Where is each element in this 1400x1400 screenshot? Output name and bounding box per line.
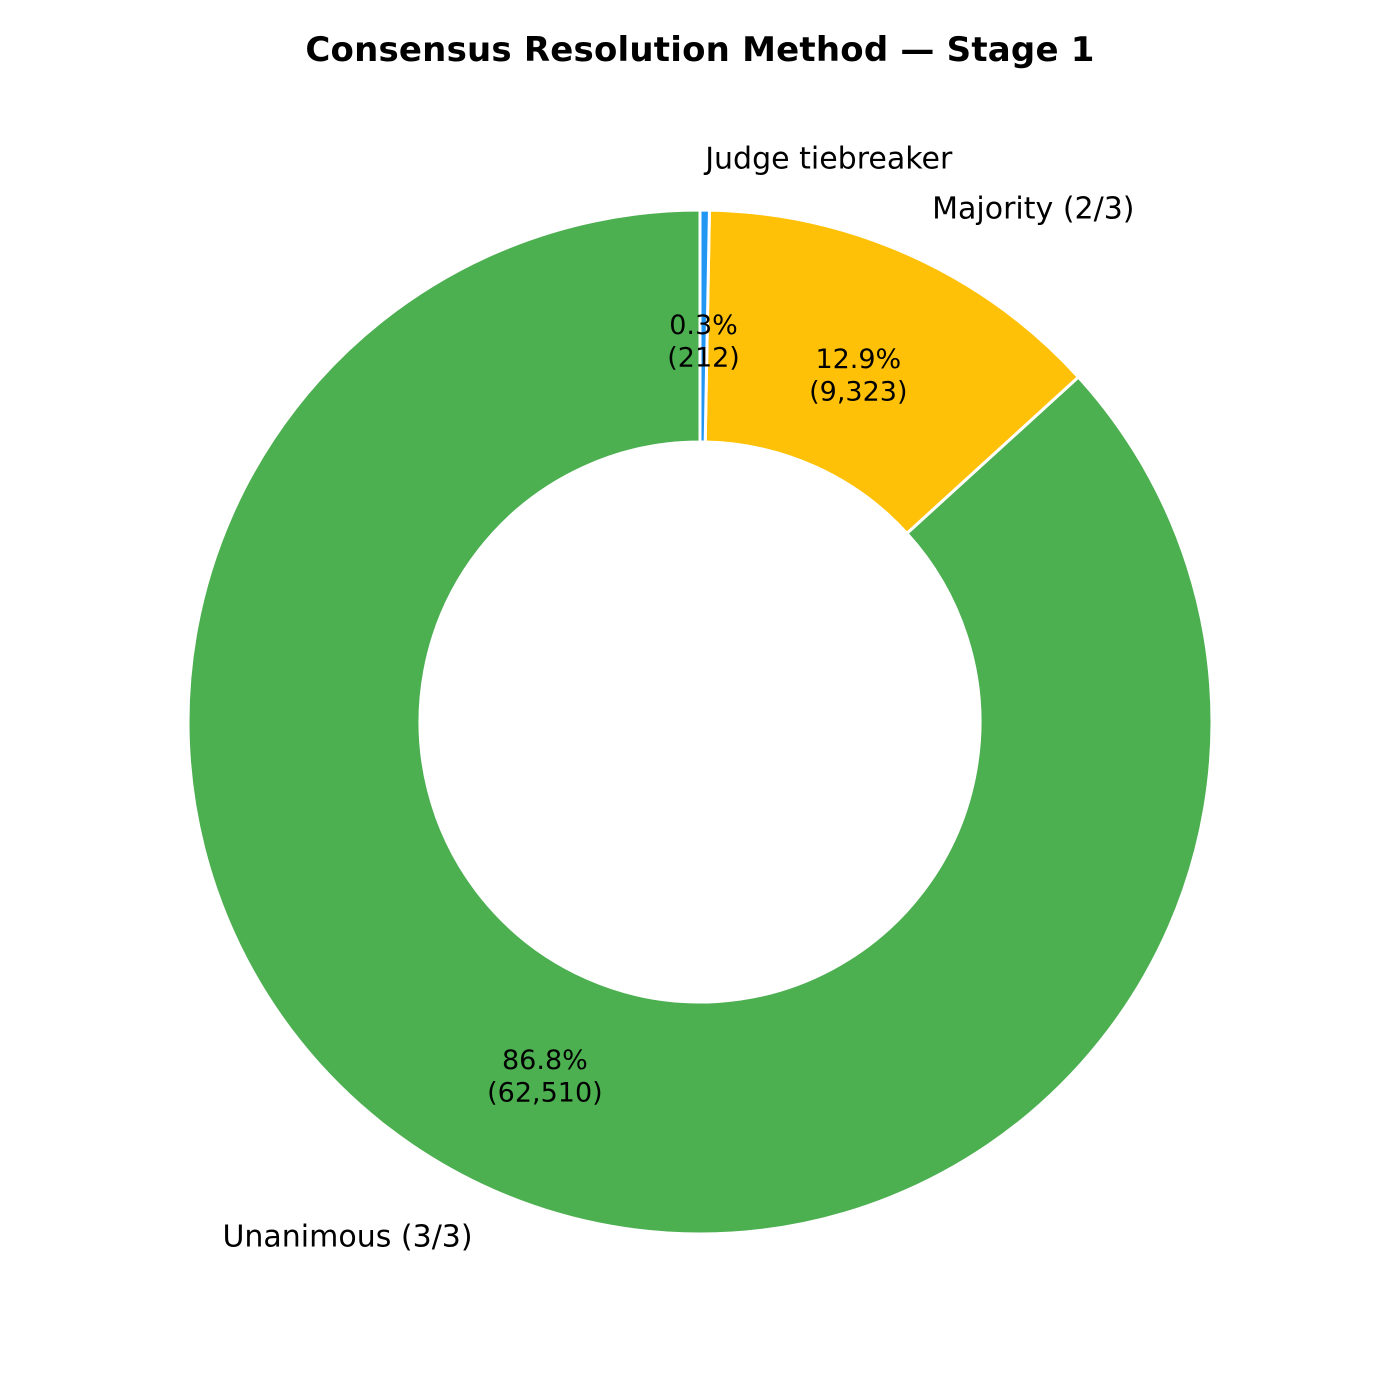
category-label-majority: Majority (2/3): [932, 192, 1134, 227]
count-value: (212): [667, 342, 740, 373]
pct-value: 86.8%: [502, 1045, 588, 1076]
pie-slice-unanimous: [186, 208, 1214, 1236]
pct-label-unanimous: 86.8% (62,510): [487, 1045, 603, 1108]
category-label-unanimous: Unanimous (3/3): [222, 1220, 472, 1255]
chart-title: Consensus Resolution Method — Stage 1: [305, 30, 1095, 70]
pie-slice-majority: [703, 208, 1080, 535]
count-value: (9,323): [809, 377, 907, 408]
pie-slice-judge-tiebreaker: [698, 208, 711, 444]
pct-value: 0.3%: [669, 310, 738, 341]
pct-label-judge-tiebreaker: 0.3% (212): [667, 310, 740, 373]
count-value: (62,510): [487, 1078, 603, 1109]
category-label-judge-tiebreaker: Judge tiebreaker: [703, 142, 953, 177]
pct-label-majority: 12.9% (9,323): [809, 344, 907, 407]
pct-value: 12.9%: [815, 344, 901, 375]
